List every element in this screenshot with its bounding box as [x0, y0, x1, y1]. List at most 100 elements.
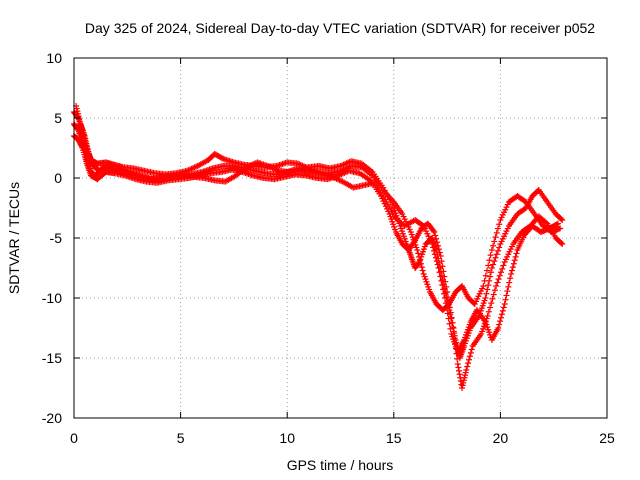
- data-point-marker: [466, 356, 473, 363]
- x-tick-label: 5: [177, 430, 185, 446]
- data-point-marker: [554, 220, 561, 227]
- data-point-marker: [441, 290, 448, 297]
- data-point-marker: [416, 253, 423, 260]
- y-tick-label: 5: [54, 110, 62, 126]
- data-point-marker: [496, 272, 503, 279]
- data-point-marker: [482, 295, 489, 301]
- data-point-marker: [463, 367, 470, 373]
- data-point-marker: [559, 241, 566, 247]
- data-point-marker: [505, 283, 512, 290]
- data-point-marker: [493, 229, 500, 236]
- grid: [74, 58, 607, 418]
- data-point-marker: [431, 251, 438, 258]
- data-point-marker: [415, 250, 422, 257]
- data-point-marker: [495, 276, 502, 283]
- data-point-marker: [487, 269, 494, 276]
- data-point-marker: [510, 260, 517, 267]
- data-point-marker: [434, 239, 441, 246]
- data-point-marker: [437, 253, 444, 259]
- data-point-marker: [436, 269, 443, 276]
- data-point-marker: [485, 308, 492, 315]
- data-point-marker: [512, 253, 519, 260]
- data-point-marker: [434, 242, 441, 249]
- data-point-marker: [447, 309, 454, 316]
- data-point-marker: [557, 225, 564, 232]
- data-point-marker: [492, 254, 499, 261]
- data-point-marker: [500, 262, 507, 269]
- data-point-marker: [432, 232, 439, 239]
- data-series: [71, 103, 566, 391]
- data-point-marker: [484, 313, 491, 319]
- data-point-marker: [481, 277, 488, 284]
- data-point-marker: [498, 311, 505, 318]
- data-point-marker: [494, 279, 501, 286]
- x-tick-label: 20: [493, 430, 509, 446]
- data-point-marker: [433, 258, 440, 265]
- x-tick-label: 10: [279, 430, 295, 446]
- data-point-marker: [487, 252, 494, 259]
- data-point-marker: [416, 257, 423, 264]
- data-point-marker: [558, 240, 565, 247]
- data-point-marker: [417, 260, 424, 267]
- data-point-marker: [491, 287, 498, 294]
- data-point-marker: [441, 295, 448, 301]
- data-point-marker: [429, 241, 436, 247]
- data-point-marker: [467, 349, 474, 356]
- data-point-marker: [559, 217, 566, 223]
- data-point-marker: [446, 320, 453, 327]
- data-point-marker: [494, 247, 501, 254]
- data-point-marker: [419, 222, 426, 229]
- x-tick-label: 25: [599, 430, 615, 446]
- data-point-marker: [466, 353, 473, 360]
- data-point-marker: [433, 235, 440, 242]
- y-tick-label: -10: [42, 290, 62, 306]
- data-point-marker: [444, 310, 451, 317]
- data-point-marker: [442, 278, 449, 285]
- series-trace-d: [73, 103, 561, 355]
- data-point-marker: [418, 264, 425, 271]
- data-point-marker: [431, 247, 438, 254]
- data-point-marker: [432, 254, 439, 261]
- data-point-marker: [435, 246, 442, 253]
- data-point-marker: [434, 261, 441, 268]
- data-point-marker: [490, 261, 497, 268]
- data-point-marker: [430, 244, 437, 251]
- data-point-marker: [455, 364, 462, 371]
- data-point-marker: [507, 275, 514, 282]
- data-point-marker: [487, 273, 494, 280]
- data-point-marker: [488, 265, 495, 271]
- data-point-marker: [454, 361, 461, 367]
- data-point-marker: [489, 295, 496, 302]
- data-point-marker: [496, 321, 503, 328]
- x-tick-label: 15: [386, 430, 402, 446]
- chart-title: Day 325 of 2024, Sidereal Day-to-day VTE…: [85, 20, 595, 36]
- y-tick-label: 0: [54, 170, 62, 186]
- data-point-marker: [451, 330, 458, 337]
- data-point-marker: [488, 300, 495, 307]
- data-point-marker: [448, 314, 455, 321]
- data-point-marker: [483, 267, 490, 274]
- y-axis-label: SDTVAR / TECUs: [6, 182, 22, 294]
- data-point-marker: [506, 279, 513, 286]
- data-point-marker: [502, 296, 509, 303]
- data-point-marker: [486, 257, 493, 264]
- data-point-marker: [442, 300, 449, 307]
- data-point-marker: [490, 291, 497, 298]
- data-point-marker: [487, 304, 494, 311]
- y-tick-label: -5: [50, 230, 63, 246]
- data-point-marker: [445, 315, 452, 322]
- data-point-marker: [444, 289, 451, 295]
- data-point-marker: [488, 247, 495, 253]
- data-point-marker: [431, 229, 438, 235]
- data-point-marker: [435, 265, 442, 271]
- data-point-marker: [455, 367, 462, 374]
- data-point-marker: [509, 264, 516, 271]
- data-point-marker: [436, 249, 443, 256]
- data-point-marker: [497, 318, 504, 325]
- data-point-marker: [508, 271, 515, 277]
- data-point-marker: [447, 325, 454, 332]
- data-point-marker: [492, 234, 499, 241]
- data-point-marker: [440, 286, 447, 293]
- data-point-marker: [503, 292, 510, 299]
